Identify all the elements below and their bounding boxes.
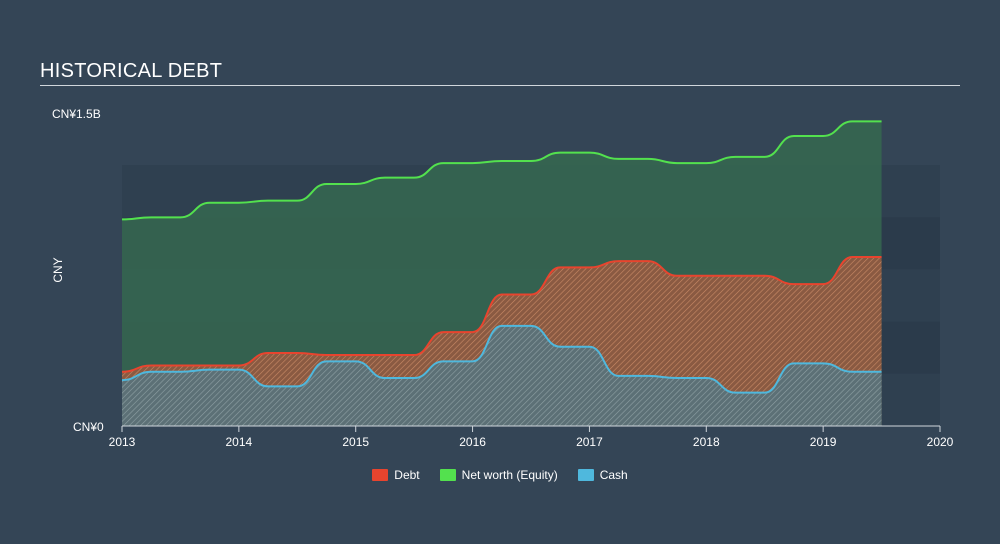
x-tick-label: 2018 — [693, 435, 720, 449]
legend-label: Net worth (Equity) — [461, 468, 558, 482]
legend-item: Debt — [372, 468, 420, 482]
series-areas — [122, 121, 882, 426]
x-tick-label: 2020 — [927, 435, 954, 449]
legend-item: Cash — [577, 468, 628, 482]
equity-line — [121, 120, 882, 221]
legend-swatch — [439, 469, 456, 481]
y-axis-min-label: CN¥0 — [73, 420, 104, 434]
x-tick-label: 2015 — [342, 435, 369, 449]
x-tick-label: 2013 — [109, 435, 136, 449]
cash-area — [122, 325, 882, 426]
legend: Debt Net worth (Equity) Cash — [0, 468, 1000, 482]
series-lines — [121, 120, 882, 394]
legend-swatch — [372, 469, 389, 481]
chart-title: HISTORICAL DEBT — [40, 60, 223, 82]
cash-line — [121, 324, 882, 394]
legend-label: Cash — [599, 468, 628, 482]
y-axis-max-label: CN¥1.5B — [52, 107, 101, 121]
x-tick-label: 2017 — [576, 435, 603, 449]
x-tick-label: 2016 — [459, 435, 486, 449]
axes: 2013 2014 2015 2016 2017 2018 2019 2020 — [109, 425, 954, 449]
y-axis-title: CNY — [51, 257, 65, 282]
legend-label: Debt — [394, 468, 420, 482]
legend-swatch — [577, 469, 594, 481]
x-tick-label: 2014 — [226, 435, 253, 449]
title-divider — [40, 85, 960, 86]
x-tick-label: 2019 — [810, 435, 837, 449]
legend-item: Net worth (Equity) — [439, 468, 558, 482]
debt-line — [121, 255, 882, 373]
